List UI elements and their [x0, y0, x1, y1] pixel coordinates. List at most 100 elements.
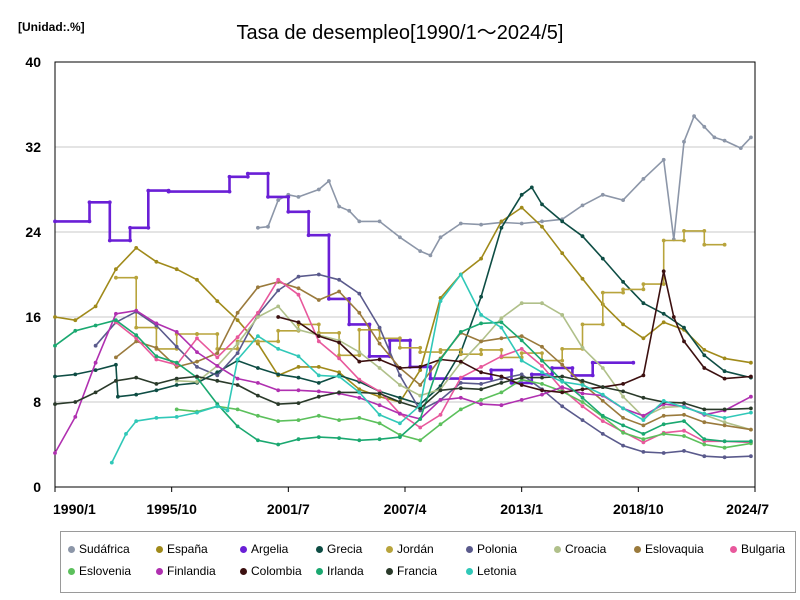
- data-point: [661, 399, 666, 403]
- data-point: [702, 411, 707, 416]
- data-point: [357, 219, 362, 224]
- data-point: [722, 439, 727, 444]
- data-point: [580, 345, 585, 350]
- data-point: [560, 404, 565, 409]
- data-point: [499, 225, 504, 230]
- data-point: [661, 311, 666, 316]
- data-point: [53, 315, 57, 319]
- data-point: [682, 419, 686, 423]
- data-point: [367, 322, 372, 327]
- grid-layer: [55, 61, 755, 488]
- legend-item: Polonia: [466, 542, 517, 556]
- data-point: [702, 124, 707, 129]
- data-point: [682, 428, 686, 433]
- data-point: [702, 407, 707, 412]
- data-point: [114, 362, 118, 367]
- data-point: [134, 375, 139, 380]
- data-point: [458, 407, 463, 412]
- legend-marker: [68, 545, 75, 553]
- data-point: [276, 304, 281, 309]
- data-point: [306, 233, 311, 238]
- series-line-14: [111, 273, 752, 463]
- data-point: [114, 378, 118, 383]
- data-point: [702, 454, 707, 459]
- data-point: [519, 192, 524, 197]
- data-point: [398, 411, 402, 416]
- data-point: [398, 366, 402, 370]
- data-point: [286, 209, 291, 214]
- data-point: [580, 383, 585, 387]
- data-point: [600, 322, 605, 327]
- data-point: [109, 460, 114, 465]
- data-point: [702, 353, 707, 358]
- data-point: [641, 373, 646, 378]
- data-point: [174, 330, 179, 334]
- data-point: [580, 378, 585, 383]
- data-point: [215, 404, 220, 409]
- legend-marker: [156, 567, 163, 575]
- data-point: [540, 382, 544, 386]
- data-point: [519, 221, 524, 226]
- data-point: [540, 388, 544, 393]
- data-point: [276, 277, 281, 282]
- data-point: [377, 412, 382, 417]
- data-point: [580, 391, 585, 396]
- data-point: [621, 423, 625, 428]
- data-point: [458, 272, 463, 277]
- data-point: [671, 315, 676, 319]
- data-point: [316, 365, 321, 369]
- x-tick-label: 1990/1: [53, 501, 96, 517]
- data-point: [560, 251, 565, 256]
- data-point: [134, 419, 139, 423]
- data-point: [580, 322, 585, 327]
- data-point: [458, 352, 463, 357]
- data-point: [154, 259, 159, 264]
- data-point: [154, 382, 159, 386]
- data-point: [316, 339, 321, 344]
- data-point: [722, 416, 727, 420]
- data-point: [540, 375, 544, 380]
- data-point: [53, 451, 57, 455]
- data-point: [519, 347, 524, 351]
- data-point: [367, 354, 372, 359]
- data-point: [296, 195, 301, 199]
- data-point: [702, 242, 707, 247]
- data-point: [296, 327, 301, 332]
- data-point: [114, 355, 118, 360]
- data-point: [641, 437, 646, 442]
- data-point: [398, 345, 402, 350]
- data-point: [377, 437, 382, 442]
- data-point: [428, 376, 433, 381]
- data-point: [398, 400, 402, 404]
- data-point: [357, 353, 362, 358]
- data-point: [256, 285, 260, 290]
- data-point: [438, 299, 443, 303]
- data-point: [166, 189, 171, 194]
- data-point: [174, 376, 179, 381]
- data-point: [641, 301, 646, 306]
- data-point: [692, 114, 696, 119]
- data-point: [418, 368, 423, 372]
- data-point: [235, 357, 240, 362]
- data-point: [418, 350, 423, 354]
- data-point: [702, 420, 707, 425]
- data-point: [438, 412, 443, 417]
- data-point: [749, 439, 753, 444]
- data-point: [560, 379, 565, 384]
- legend-item: Grecia: [316, 542, 362, 556]
- data-point: [600, 256, 605, 261]
- data-point: [235, 351, 240, 355]
- data-point: [600, 192, 605, 197]
- data-point: [235, 335, 240, 340]
- y-tick-label: 0: [33, 479, 41, 495]
- data-point: [438, 388, 443, 393]
- data-point: [114, 318, 118, 323]
- data-point: [499, 325, 504, 330]
- data-point: [418, 425, 423, 430]
- data-point: [154, 416, 159, 420]
- legend-marker: [466, 545, 473, 553]
- data-point: [337, 289, 341, 294]
- data-point: [519, 358, 524, 363]
- chart-plot: 0 8 16 24 32 40 1990/1 1995/10 2001/7 2007/4 2013/…: [25, 54, 769, 517]
- data-point: [276, 402, 281, 406]
